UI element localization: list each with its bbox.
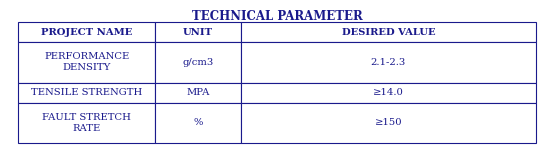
Bar — [241, 42, 536, 82]
Text: PERFORMANCE
DENSITY: PERFORMANCE DENSITY — [44, 52, 129, 72]
Bar — [18, 103, 155, 143]
Text: g/cm3: g/cm3 — [182, 58, 214, 67]
Bar — [241, 103, 536, 143]
Bar — [155, 103, 241, 143]
Bar — [241, 22, 536, 42]
Text: UNIT: UNIT — [183, 28, 213, 37]
Text: TENSILE STRENGTH: TENSILE STRENGTH — [31, 88, 142, 97]
Bar — [155, 82, 241, 103]
Bar — [18, 22, 155, 42]
Text: ≥14.0: ≥14.0 — [373, 88, 404, 97]
Bar — [18, 82, 155, 103]
Bar — [18, 42, 155, 82]
Bar — [155, 42, 241, 82]
Text: MPA: MPA — [186, 88, 210, 97]
Bar — [241, 82, 536, 103]
Text: 2.1-2.3: 2.1-2.3 — [371, 58, 406, 67]
Text: %: % — [193, 118, 203, 127]
Bar — [155, 22, 241, 42]
Text: DESIRED VALUE: DESIRED VALUE — [342, 28, 435, 37]
Text: TECHNICAL PARAMETER: TECHNICAL PARAMETER — [192, 10, 362, 23]
Text: FAULT STRETCH
RATE: FAULT STRETCH RATE — [42, 113, 131, 133]
Text: PROJECT NAME: PROJECT NAME — [41, 28, 132, 37]
Text: ≥150: ≥150 — [375, 118, 402, 127]
